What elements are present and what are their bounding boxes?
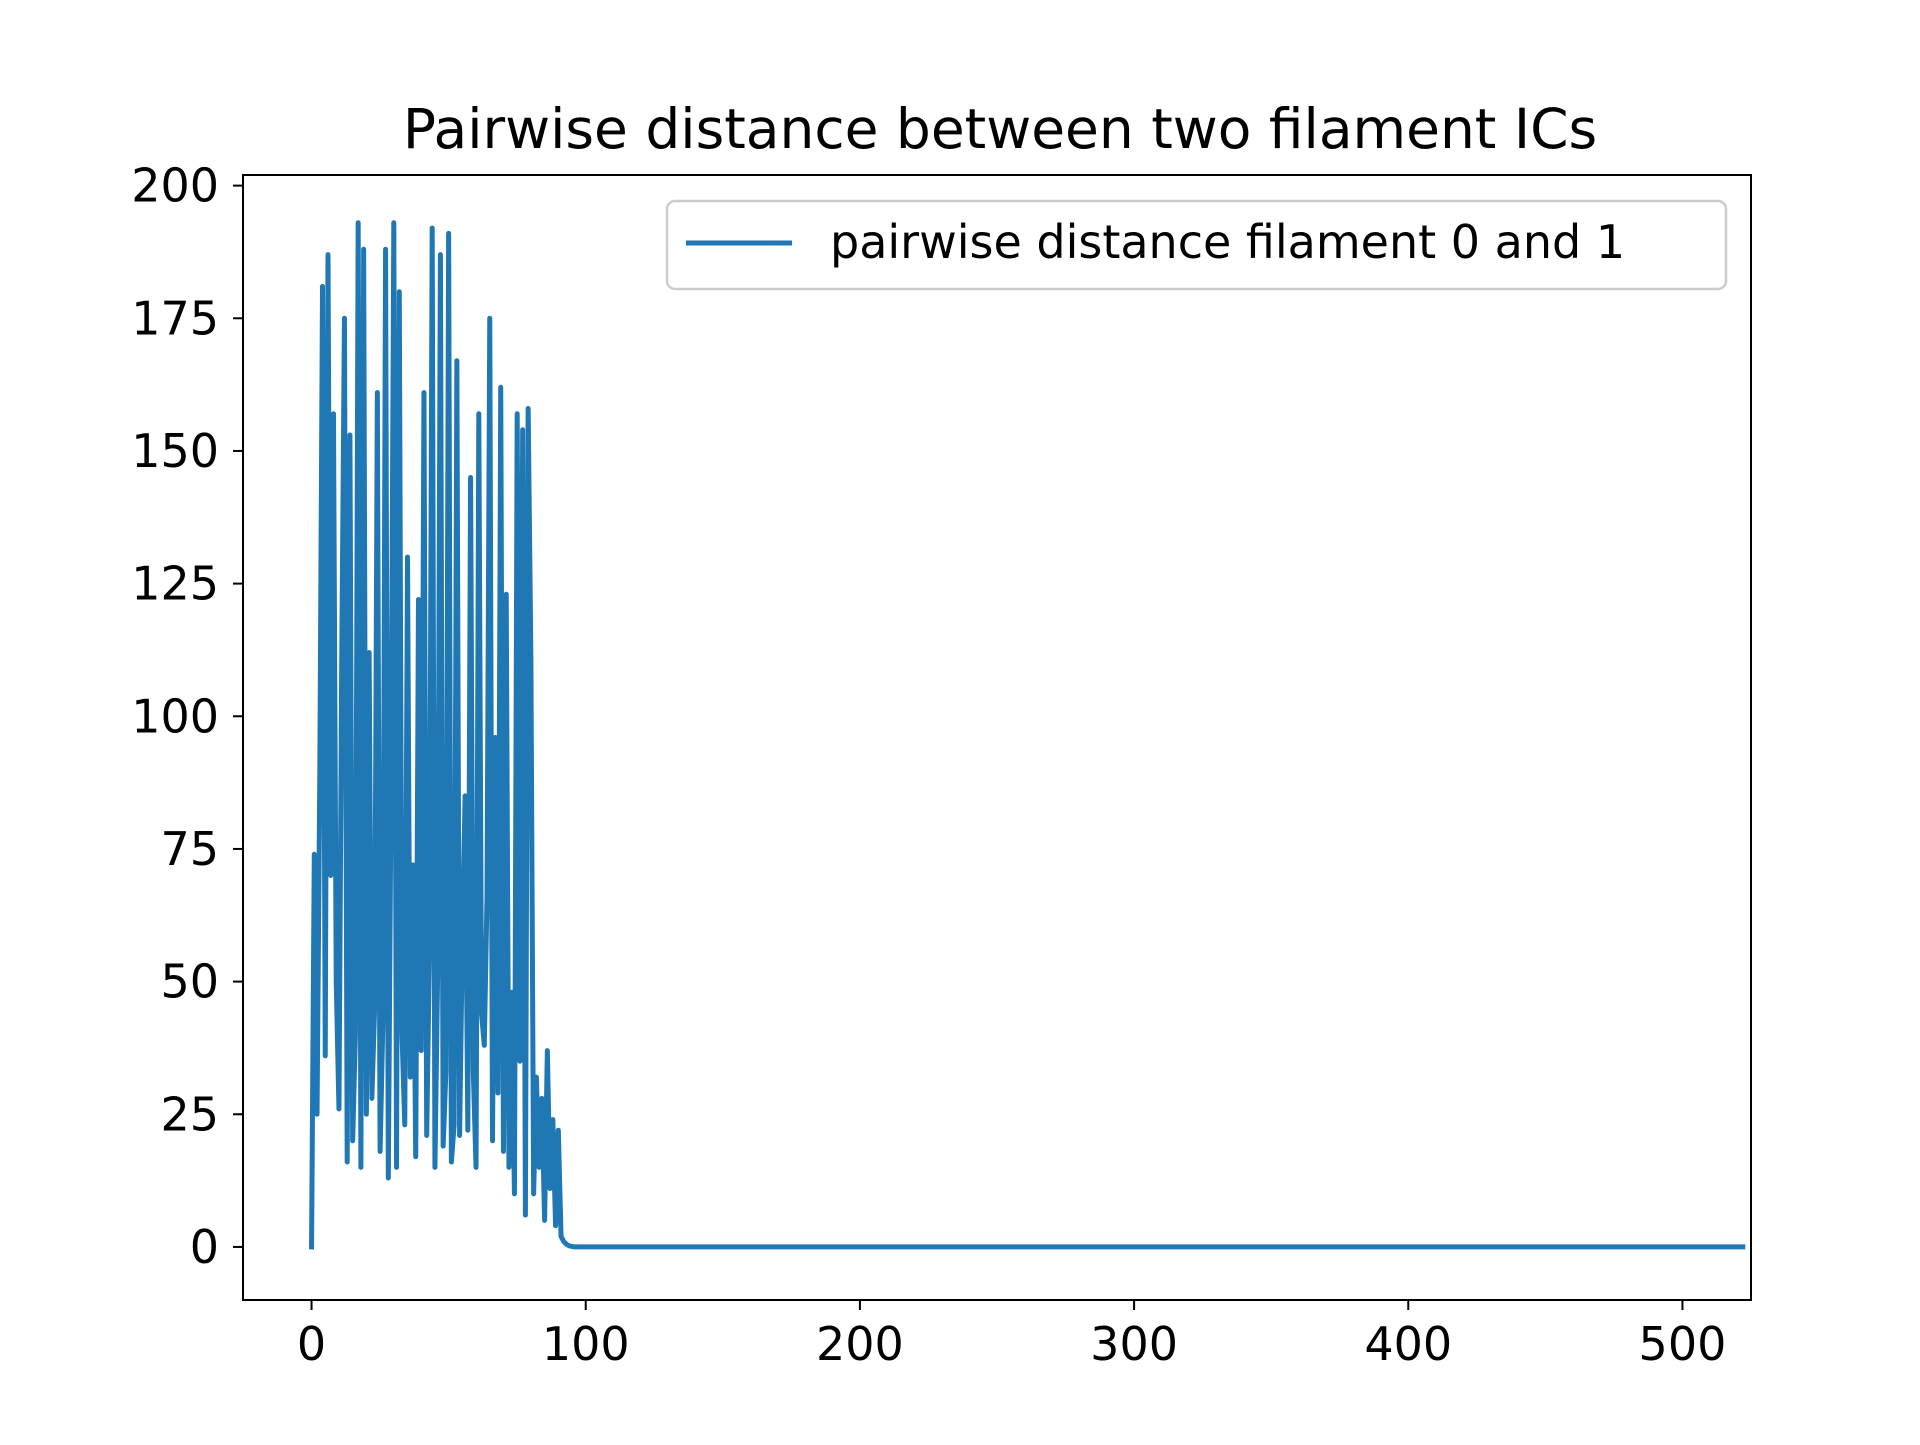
plot-area xyxy=(309,220,1746,1250)
axes-frame xyxy=(242,174,1752,1301)
x-tick-label: 200 xyxy=(816,1317,904,1371)
chart-title: Pairwise distance between two filament I… xyxy=(403,97,1597,161)
x-tick-label: 300 xyxy=(1090,1317,1178,1371)
legend: pairwise distance filament 0 and 1 xyxy=(665,199,1728,291)
y-tick-label: 25 xyxy=(160,1087,219,1141)
series-line-0 xyxy=(309,220,1746,1250)
y-tick-label: 150 xyxy=(131,424,219,478)
y-tick-label: 0 xyxy=(190,1220,219,1274)
y-tick-label: 75 xyxy=(160,822,219,876)
y-tick-label: 100 xyxy=(131,689,219,743)
y-tick-label: 175 xyxy=(131,291,219,345)
legend-label: pairwise distance filament 0 and 1 xyxy=(830,215,1625,269)
x-axis: 0 100 200 300 400 500 xyxy=(297,1300,1726,1371)
y-tick-label: 200 xyxy=(131,159,219,213)
x-tick-label: 400 xyxy=(1364,1317,1452,1371)
x-tick-label: 0 xyxy=(297,1317,326,1371)
x-tick-label: 100 xyxy=(542,1317,630,1371)
y-tick-label: 50 xyxy=(160,955,219,1009)
x-tick-label: 500 xyxy=(1639,1317,1727,1371)
legend-box xyxy=(665,199,1728,291)
y-axis: 0 25 50 75 100 125 150 175 200 xyxy=(131,159,243,1274)
y-tick-label: 125 xyxy=(131,557,219,611)
